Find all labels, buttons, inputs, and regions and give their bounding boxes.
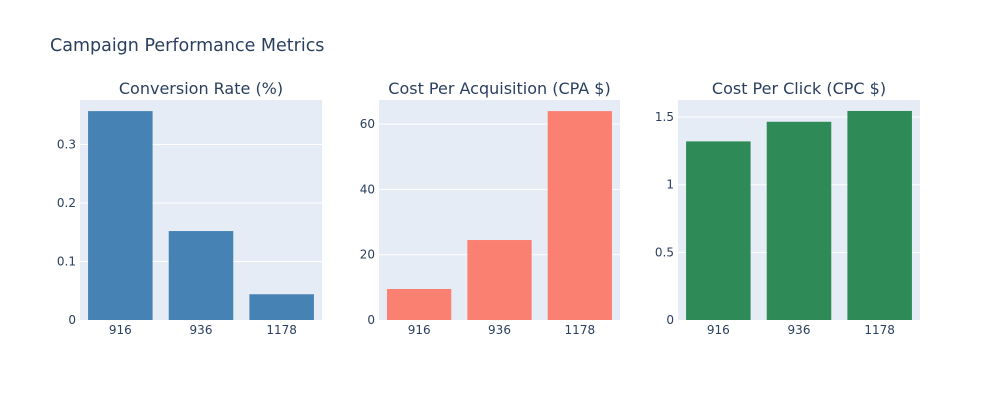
y-tick-label: 20 bbox=[360, 248, 375, 262]
subplot-title: Cost Per Acquisition (CPA $) bbox=[388, 79, 610, 98]
bar-936 bbox=[766, 121, 832, 321]
y-tick-label: 0.3 bbox=[57, 137, 76, 151]
subplot-3: Cost Per Click (CPC $) 0 0.5 1 1.5 916 936 1178 bbox=[655, 79, 920, 337]
bar-1178 bbox=[249, 294, 314, 320]
subplot-title: Cost Per Click (CPC $) bbox=[712, 79, 886, 98]
bar-936 bbox=[467, 240, 532, 320]
x-tick-label: 1178 bbox=[266, 323, 297, 337]
y-tick-label: 0 bbox=[68, 313, 76, 327]
bar-1178 bbox=[847, 110, 912, 320]
y-tick-label: 0.5 bbox=[655, 245, 674, 259]
x-tick-label: 916 bbox=[707, 323, 730, 337]
y-tick-label: 0 bbox=[367, 313, 375, 327]
bar-916 bbox=[88, 111, 153, 320]
bar-916 bbox=[387, 288, 452, 320]
x-tick-label: 1178 bbox=[864, 323, 895, 337]
x-tick-label: 1178 bbox=[565, 323, 596, 337]
y-tick-label: 0 bbox=[666, 313, 674, 327]
bar-1178 bbox=[547, 111, 612, 320]
subplot-title: Conversion Rate (%) bbox=[119, 79, 283, 98]
y-tick-label: 1.5 bbox=[655, 110, 674, 124]
x-tick-label: 936 bbox=[488, 323, 511, 337]
figure-title: Campaign Performance Metrics bbox=[50, 36, 324, 56]
y-tick-label: 0.2 bbox=[57, 196, 76, 210]
bar-916 bbox=[686, 141, 751, 320]
y-tick-label: 40 bbox=[360, 182, 375, 196]
x-tick-label: 916 bbox=[109, 323, 132, 337]
subplot-1: Conversion Rate (%) 0 0.1 0.2 0.3 916 936 1178 bbox=[57, 79, 322, 337]
x-tick-label: 936 bbox=[788, 323, 811, 337]
subplot-2: Cost Per Acquisition (CPA $) 0 20 40 60 916 93… bbox=[360, 79, 620, 337]
y-tick-label: 60 bbox=[360, 117, 375, 131]
x-tick-label: 916 bbox=[408, 323, 431, 337]
x-tick-label: 936 bbox=[190, 323, 213, 337]
y-tick-label: 0.1 bbox=[57, 254, 76, 268]
bar-936 bbox=[168, 231, 234, 320]
y-tick-label: 1 bbox=[666, 178, 674, 192]
